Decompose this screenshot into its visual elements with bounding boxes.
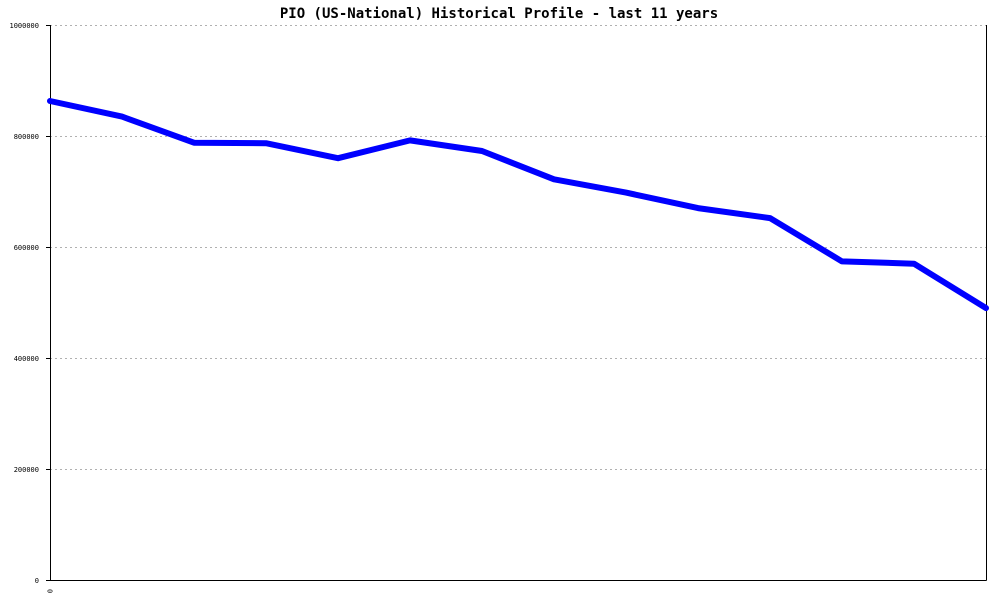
- y-tick-label: 0: [35, 577, 39, 585]
- chart-title: PIO (US-National) Historical Profile - l…: [280, 6, 718, 22]
- x-tick-label: 0: [47, 589, 55, 593]
- y-tick-label: 1000000: [9, 22, 39, 30]
- y-tick-label: 200000: [14, 466, 39, 474]
- y-tick-label: 400000: [14, 355, 39, 363]
- tick-labels: 0 200000 400000 600000 800000 1000000 0: [9, 22, 54, 593]
- y-tick-label: 800000: [14, 133, 39, 141]
- series-layer: [47, 98, 989, 312]
- axes: [46, 25, 987, 581]
- y-tick-label: 600000: [14, 244, 39, 252]
- series-line-0: [47, 98, 989, 312]
- grid-lines: [50, 25, 986, 470]
